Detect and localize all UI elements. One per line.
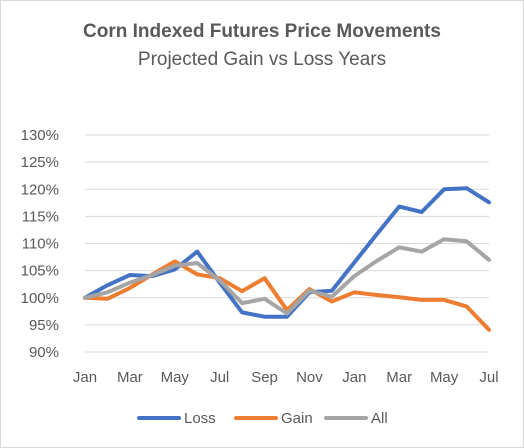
x-tick-label: Jan xyxy=(73,369,97,386)
legend-label-loss: Loss xyxy=(184,410,216,427)
y-tick-label: 120% xyxy=(21,181,59,198)
chart-title: Corn Indexed Futures Price Movements xyxy=(83,21,441,42)
y-tick-label: 130% xyxy=(21,127,59,144)
chart-subtitle: Projected Gain vs Loss Years xyxy=(137,49,387,70)
y-tick-label: 105% xyxy=(21,263,59,280)
y-tick-label: 100% xyxy=(21,290,59,307)
legend: Loss Gain All xyxy=(137,410,388,427)
legend-label-gain: Gain xyxy=(281,410,313,427)
y-axis-ticks: 90% 95% 100% 105% 110% 115% 120% 125% 130% xyxy=(21,127,59,361)
x-tick-label: Jul xyxy=(210,369,229,386)
x-tick-label: Jul xyxy=(479,369,498,386)
x-tick-label: Mar xyxy=(386,369,412,386)
legend-label-all: All xyxy=(371,410,388,427)
x-tick-label: Jan xyxy=(342,369,366,386)
x-tick-label: Nov xyxy=(296,369,323,386)
x-tick-label: Mar xyxy=(117,369,143,386)
x-tick-label: May xyxy=(161,369,190,386)
x-axis-ticks: Jan Mar May Jul Sep Nov Jan Mar May Jul xyxy=(73,369,499,386)
series-lines xyxy=(83,186,491,332)
x-tick-label: Sep xyxy=(251,369,278,386)
x-tick-label: May xyxy=(430,369,459,386)
y-tick-label: 90% xyxy=(29,344,59,361)
y-tick-label: 110% xyxy=(22,236,59,253)
series-line-all xyxy=(83,237,491,316)
series-line-gain xyxy=(83,259,491,332)
gridlines xyxy=(85,134,489,353)
y-tick-label: 115% xyxy=(22,208,59,225)
y-tick-label: 95% xyxy=(29,317,59,334)
y-tick-label: 125% xyxy=(21,154,59,171)
